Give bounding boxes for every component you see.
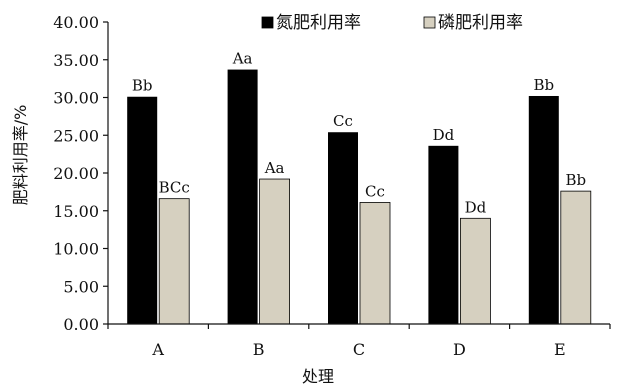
y-tick-label: 35.00 xyxy=(53,51,99,70)
bar-data-label: BCc xyxy=(159,179,190,197)
bar-data-label: Bb xyxy=(565,171,586,189)
y-axis-tick-labels: 0.00 5.00 10.00 15.00 20.00 25.00 30.00 35.00 40… xyxy=(53,13,99,334)
bar-data-label: Bb xyxy=(533,76,554,94)
bar-data-labels: Bb BCc Aa Aa Cc Cc Dd Dd Bb Bb xyxy=(132,50,586,217)
x-axis-title: 处理 xyxy=(302,367,334,386)
y-tick-label: 20.00 xyxy=(53,164,99,183)
legend-label-nitrogen: 氮肥利用率 xyxy=(276,13,361,33)
bar xyxy=(158,198,190,325)
y-tick-label: 40.00 xyxy=(53,13,99,32)
bar xyxy=(459,217,491,325)
legend-swatch-nitrogen xyxy=(261,16,274,29)
bar xyxy=(328,132,358,324)
bar xyxy=(560,190,592,325)
bar-data-label: Bb xyxy=(132,77,153,95)
bar-data-label: Aa xyxy=(264,159,285,177)
bar-data-label: Dd xyxy=(433,126,455,144)
bar-data-label: Cc xyxy=(365,182,385,200)
x-tick-label: E xyxy=(554,340,566,359)
y-tick-label: 5.00 xyxy=(63,277,99,296)
x-tick-label: D xyxy=(453,340,466,359)
bar-data-label: Cc xyxy=(333,112,353,130)
x-axis-ticks xyxy=(107,324,611,329)
bar xyxy=(227,69,258,324)
legend-label-phosphorus: 磷肥利用率 xyxy=(438,13,523,33)
y-tick-label: 25.00 xyxy=(53,126,99,145)
bar-data-label: Dd xyxy=(465,198,487,216)
x-tick-label: C xyxy=(353,340,365,359)
y-axis-ticks xyxy=(103,21,108,325)
bars xyxy=(127,69,592,325)
x-tick-label: A xyxy=(151,340,164,359)
bar xyxy=(359,202,391,325)
y-tick-label: 15.00 xyxy=(53,202,99,221)
bar xyxy=(127,96,158,325)
bar-data-label: Aa xyxy=(232,50,253,68)
bar xyxy=(259,178,291,325)
legend-swatch-phosphorus xyxy=(423,16,436,29)
x-tick-label: B xyxy=(253,340,265,359)
y-axis-title: 肥料利用率/% xyxy=(11,105,30,206)
y-tick-label: 30.00 xyxy=(53,89,99,108)
bar xyxy=(528,95,559,325)
y-tick-label: 10.00 xyxy=(53,240,99,259)
legend: 氮肥利用率 磷肥利用率 xyxy=(261,13,523,33)
y-tick-label: 0.00 xyxy=(63,315,99,334)
bar xyxy=(428,145,459,324)
x-axis-tick-labels: A B C D E xyxy=(151,340,565,359)
